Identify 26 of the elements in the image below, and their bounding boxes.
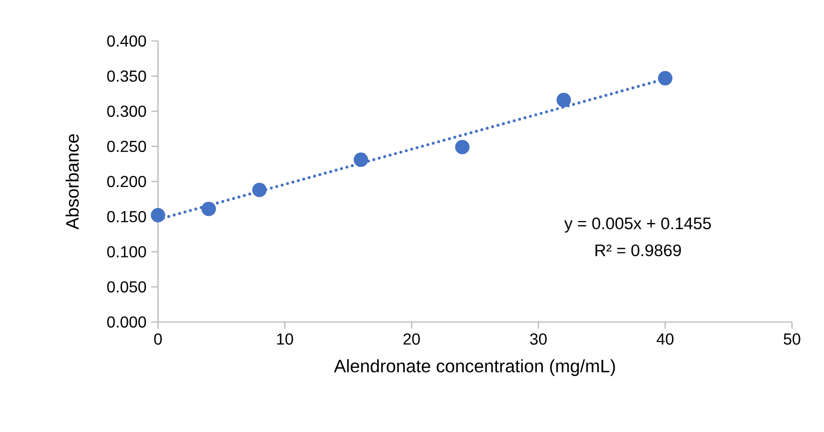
point xyxy=(455,140,470,154)
point xyxy=(252,182,267,198)
x-tick-label: 40 xyxy=(656,333,674,345)
y-tick-label: 0.150 xyxy=(107,210,146,222)
y-tick-label: 0.000 xyxy=(107,316,146,328)
x-tick-label: 0 xyxy=(154,333,162,345)
annotation: R² = 0.9869 xyxy=(596,244,681,256)
point xyxy=(150,208,166,222)
y-tick-label: 0.350 xyxy=(107,70,146,82)
x-axis-title: Alendronate concentration (mg/mL) xyxy=(334,359,615,376)
x-tick-label: 20 xyxy=(404,333,420,345)
y-tick-label: 0.100 xyxy=(107,246,146,258)
point xyxy=(354,152,368,167)
x-tick-label: 30 xyxy=(530,333,547,345)
y-tick-label: 0.250 xyxy=(107,140,146,152)
x-tick-label: 10 xyxy=(277,333,294,345)
x-tick-label: 50 xyxy=(784,333,800,345)
point xyxy=(202,202,216,216)
annotation: y = 0.005x + 0.1455 xyxy=(564,218,711,233)
y-axis-title: Absorbance xyxy=(66,134,79,230)
y-tick-label: 0.200 xyxy=(107,176,146,188)
point xyxy=(556,92,571,108)
y-tick-label: 0.300 xyxy=(107,106,146,117)
y-tick-label: 0.050 xyxy=(107,281,146,293)
y-tick-label: 0.400 xyxy=(107,35,146,47)
point xyxy=(658,71,672,86)
